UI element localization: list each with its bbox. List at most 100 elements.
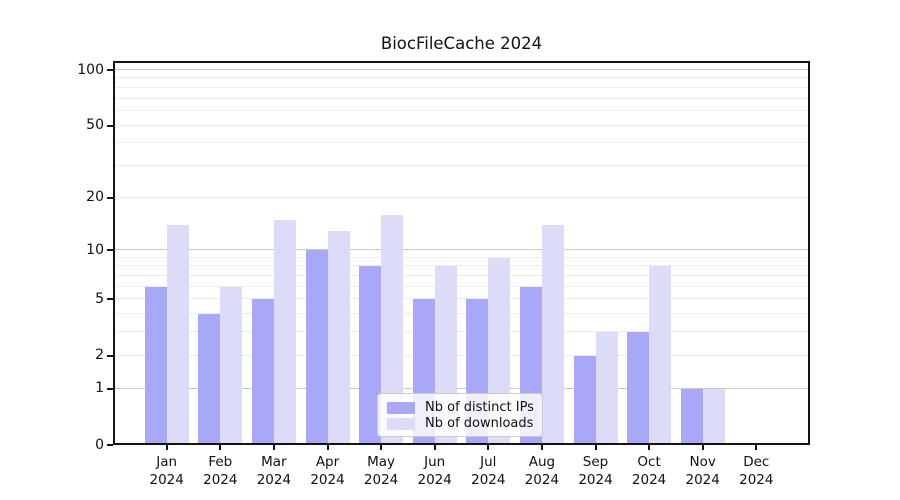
chart-title: BiocFileCache 2024 — [380, 34, 543, 53]
bar-distinct-ips — [251, 299, 274, 445]
bar-downloads — [595, 332, 618, 445]
gridline-minor — [113, 86, 810, 88]
y-tick-label: 5 — [95, 290, 104, 307]
x-tick-label-line: 2024 — [363, 472, 399, 488]
y-tick-label: 50 — [86, 117, 104, 134]
plot-area — [113, 61, 810, 445]
bar-downloads — [166, 224, 189, 445]
x-tick-label: Nov 2024 — [671, 453, 735, 489]
gridline-minor — [113, 97, 810, 99]
bar-downloads — [381, 214, 404, 445]
gridline-minor — [113, 354, 810, 356]
x-axis-tick — [755, 445, 758, 450]
x-tick-label-line: 2024 — [524, 472, 560, 488]
x-tick-label: Apr 2024 — [296, 453, 360, 489]
bar-downloads — [220, 286, 243, 445]
y-tick-label: 20 — [86, 189, 104, 206]
gridline-major — [113, 69, 810, 70]
x-tick-label: Feb 2024 — [188, 453, 252, 489]
gridline-minor — [113, 142, 810, 144]
x-tick-label: Mar 2024 — [242, 453, 306, 489]
bar-distinct-ips — [305, 250, 328, 445]
y-axis-tick — [107, 124, 113, 127]
x-tick-label: May 2024 — [349, 453, 413, 489]
x-tick-label: Aug 2024 — [510, 453, 574, 489]
bar-distinct-ips — [359, 266, 382, 445]
gridline-minor — [113, 275, 810, 277]
y-axis-tick — [107, 249, 113, 252]
y-axis-tick — [107, 444, 113, 446]
x-tick-label-line: Dec — [743, 454, 770, 470]
bar-distinct-ips — [680, 388, 703, 445]
x-tick-label-line: Mar — [261, 454, 287, 470]
x-axis-tick — [219, 445, 222, 450]
legend-label-downloads: Nb of downloads — [425, 416, 534, 431]
gridline-minor — [113, 331, 810, 333]
bar-distinct-ips — [573, 355, 596, 445]
bar-downloads — [273, 219, 296, 445]
x-tick-label: Sep 2024 — [564, 453, 628, 489]
x-tick-label-line: Apr — [315, 454, 340, 470]
x-axis-tick — [701, 445, 704, 450]
x-tick-label-line: 2024 — [417, 472, 452, 488]
x-axis-tick — [540, 445, 543, 450]
gridline-minor — [113, 196, 810, 198]
x-tick-label-line: 2024 — [471, 472, 506, 488]
x-axis-tick — [648, 445, 651, 450]
gridline-minor — [113, 124, 810, 126]
x-tick-label-line: Jan — [156, 454, 178, 470]
y-axis-tick — [107, 298, 113, 301]
legend-item-downloads: Nb of downloads — [387, 416, 533, 431]
legend-swatch-downloads — [387, 417, 415, 430]
y-tick-label: 1 — [95, 380, 104, 397]
y-axis-tick — [107, 69, 113, 71]
x-tick-label-line: 2024 — [739, 472, 774, 488]
x-tick-label-line: 2024 — [631, 472, 667, 488]
gridline-minor — [113, 256, 810, 258]
x-tick-label-line: 2024 — [256, 472, 292, 488]
x-tick-label-line: Feb — [208, 454, 233, 470]
gridline-minor — [113, 313, 810, 315]
x-axis-tick — [433, 445, 436, 450]
x-tick-label-line: Sep — [582, 454, 609, 470]
x-axis-tick — [594, 445, 597, 450]
x-tick-label: Oct 2024 — [617, 453, 681, 489]
legend-swatch-distinct-ips — [387, 401, 415, 414]
x-tick-label-line: 2024 — [578, 472, 613, 488]
gridline-minor — [113, 285, 810, 287]
y-axis-tick — [107, 387, 113, 390]
x-axis-tick — [165, 445, 168, 450]
y-tick-label: 0 — [95, 436, 104, 453]
x-axis-tick — [326, 445, 329, 450]
x-tick-label-line: 2024 — [203, 472, 238, 488]
gridline-minor — [113, 298, 810, 300]
x-tick-label-line: May — [367, 454, 396, 470]
y-tick-label: 10 — [86, 241, 104, 258]
x-tick-label: Jun 2024 — [403, 453, 467, 489]
bar-downloads — [649, 266, 672, 445]
x-tick-label: Jan 2024 — [135, 453, 199, 489]
gridline-minor — [113, 164, 810, 166]
legend: Nb of distinct IPs Nb of downloads — [377, 393, 543, 437]
y-axis-tick — [107, 354, 113, 357]
gridline-major — [113, 249, 810, 251]
legend-item-distinct-ips: Nb of distinct IPs — [387, 400, 534, 415]
bar-distinct-ips — [144, 286, 167, 445]
x-tick-label-line: Jun — [424, 454, 446, 470]
bar-downloads — [541, 224, 564, 445]
y-tick-label: 2 — [95, 347, 104, 364]
bar-distinct-ips — [198, 314, 221, 445]
x-tick-label-line: Aug — [528, 454, 556, 470]
x-tick-label: Dec 2024 — [724, 453, 788, 489]
x-tick-label-line: Nov — [689, 454, 716, 470]
bar-downloads — [702, 388, 725, 445]
y-axis-tick — [107, 196, 113, 199]
x-tick-label-line: Oct — [637, 454, 661, 470]
x-tick-label-line: 2024 — [685, 472, 720, 488]
x-axis-tick — [272, 445, 275, 450]
gridline-minor — [113, 265, 810, 267]
bar-downloads — [327, 230, 350, 445]
x-tick-label-line: Jul — [480, 454, 497, 470]
legend-label-distinct-ips: Nb of distinct IPs — [425, 400, 534, 415]
gridline-minor — [113, 109, 810, 111]
